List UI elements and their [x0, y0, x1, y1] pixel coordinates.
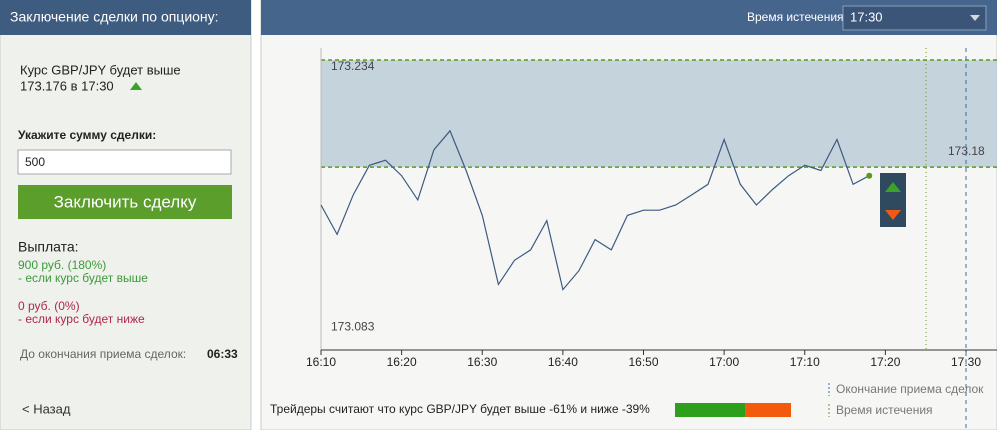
deal-button-label: Заключить сделку [54, 192, 197, 211]
sentiment-text: Трейдеры считают что курс GBP/JPY будет … [270, 402, 650, 416]
x-tick-label: 16:40 [548, 355, 578, 369]
up-button[interactable] [885, 182, 901, 192]
left-header [0, 0, 251, 35]
x-tick-label: 17:20 [870, 355, 900, 369]
chart: 173.18 173.083 173.234 16:10 16:20 16:30 16:40… [306, 48, 997, 369]
legend-entry: Окончание приема сделок [836, 382, 984, 396]
x-tick-label: 16:30 [467, 355, 497, 369]
y-tick-label: 173.234 [331, 59, 375, 73]
x-tick-label: 16:50 [628, 355, 658, 369]
countdown-label: До окончания приема сделок: [20, 347, 186, 361]
sentiment-up [675, 403, 746, 417]
panel-title: Заключение сделки по опциону: [10, 9, 219, 25]
down-button[interactable] [885, 210, 901, 220]
deal-button[interactable] [18, 185, 232, 219]
x-tick-label: 16:10 [306, 355, 336, 369]
legend-entry: Время истечения [836, 403, 933, 417]
payout-title: Выплата: [18, 239, 79, 255]
up-icon [130, 82, 142, 90]
countdown: 06:33 [207, 347, 238, 361]
above-zone [321, 60, 997, 168]
expiry-select[interactable] [842, 5, 987, 31]
amount-input[interactable] [17, 149, 232, 175]
last-price [866, 172, 873, 179]
price-line [320, 129, 870, 291]
back-link[interactable]: < Назад [22, 401, 71, 416]
strike-label: 173.18 [948, 144, 985, 158]
lose-amount: 0 руб. (0%) [18, 299, 80, 313]
expiry-label: Время истечения [747, 10, 844, 24]
expiry-value: 17:30 [850, 9, 883, 24]
forecast: Курс GBP/JPY будет выше [20, 62, 181, 77]
dropdown-arrow [970, 15, 980, 21]
x-tick-label: 17:10 [790, 355, 820, 369]
amount-value: 500 [25, 155, 45, 169]
forecast: 173.176 в 17:30 [20, 78, 114, 93]
y-tick-label: 173.083 [331, 320, 375, 334]
x-tick-label: 16:20 [387, 355, 417, 369]
win-amount: 900 руб. (180%) [18, 258, 106, 272]
win-condition: - если курс будет выше [18, 271, 148, 285]
lose-condition: - если курс будет ниже [18, 312, 145, 326]
amount-label: Укажите сумму сделки: [18, 128, 156, 142]
sentiment-down [745, 403, 791, 417]
x-tick-label: 17:00 [709, 355, 739, 369]
